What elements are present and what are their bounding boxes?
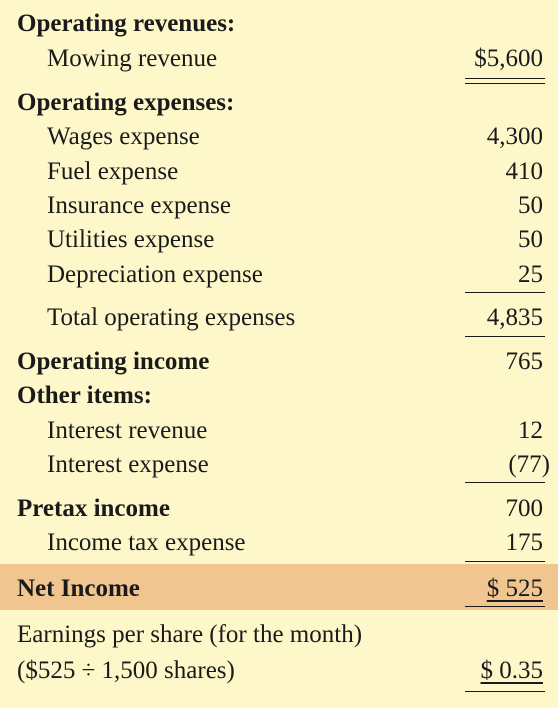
double-rule-bottom — [465, 691, 545, 692]
double-rule-bottom — [465, 83, 545, 84]
other-items-heading-row: Other items: — [0, 379, 558, 413]
other-item-label: Interest expense — [47, 451, 209, 478]
double-rule-top — [465, 78, 545, 79]
expense-label: Fuel expense — [47, 158, 179, 185]
total-operating-expenses-label: Total operating expenses — [47, 304, 296, 331]
eps-row-line2: ($525 ÷ 1,500 shares) $ 0.35 — [0, 654, 558, 688]
total-operating-expenses-row: Total operating expenses 4,835 — [0, 301, 558, 335]
mowing-revenue-row: Mowing revenue $5,600 — [0, 42, 558, 76]
net-income-highlight-band — [0, 564, 558, 610]
eps-row-line1: Earnings per share (for the month) — [0, 618, 558, 652]
subtotal-rule — [465, 482, 545, 483]
operating-revenues-heading-row: Operating revenues: — [0, 7, 558, 41]
eps-label-line1: Earnings per share (for the month) — [17, 621, 363, 648]
pretax-income-row: Pretax income 700 — [0, 492, 558, 526]
income-tax-row: Income tax expense 175 — [0, 526, 558, 560]
other-item-row: Interest revenue 12 — [0, 414, 558, 448]
expense-label: Depreciation expense — [47, 261, 263, 288]
eps-amount: $ 0.35 — [480, 657, 544, 684]
net-income-amount: $ 525 — [486, 575, 543, 602]
operating-revenues-heading: Operating revenues: — [17, 10, 236, 37]
subtotal-rule — [465, 561, 545, 562]
operating-expenses-heading-row: Operating expenses: — [0, 86, 558, 120]
expense-label: Utilities expense — [47, 226, 215, 253]
other-item-label: Interest revenue — [47, 417, 208, 444]
other-item-row: Interest expense (77) — [0, 448, 558, 482]
expense-row: Utilities expense 50 — [0, 223, 558, 257]
operating-expenses-heading: Operating expenses: — [17, 89, 235, 116]
other-item-amount: (77) — [508, 451, 550, 478]
expense-label: Insurance expense — [47, 192, 231, 219]
expense-row: Fuel expense 410 — [0, 155, 558, 189]
other-item-amount: 12 — [518, 417, 543, 444]
operating-income-row: Operating income 765 — [0, 345, 558, 379]
expense-row: Wages expense 4,300 — [0, 120, 558, 154]
expense-amount: 410 — [505, 158, 544, 185]
pretax-income-label: Pretax income — [17, 495, 170, 522]
expense-amount: 50 — [518, 192, 543, 219]
other-items-heading: Other items: — [17, 382, 152, 409]
total-operating-expenses-amount: 4,835 — [486, 304, 543, 331]
income-tax-amount: 175 — [505, 529, 544, 556]
pretax-income-amount: 700 — [505, 495, 544, 522]
expense-amount: 4,300 — [486, 123, 543, 150]
income-tax-label: Income tax expense — [47, 529, 246, 556]
eps-label-line2: ($525 ÷ 1,500 shares) — [17, 657, 235, 684]
expense-amount: 25 — [518, 261, 543, 288]
net-income-row: Net Income $ 525 — [0, 572, 558, 606]
net-income-label: Net Income — [17, 575, 140, 602]
mowing-revenue-amount: $5,600 — [474, 45, 543, 72]
expense-label: Wages expense — [47, 123, 200, 150]
double-rule-bottom — [465, 606, 545, 607]
operating-income-amount: 765 — [505, 348, 544, 375]
operating-income-label: Operating income — [17, 348, 210, 375]
expense-row: Depreciation expense 25 — [0, 258, 558, 292]
subtotal-rule — [465, 292, 545, 293]
mowing-revenue-label: Mowing revenue — [47, 45, 218, 72]
subtotal-rule — [465, 336, 545, 337]
expense-row: Insurance expense 50 — [0, 189, 558, 223]
expense-amount: 50 — [518, 226, 543, 253]
